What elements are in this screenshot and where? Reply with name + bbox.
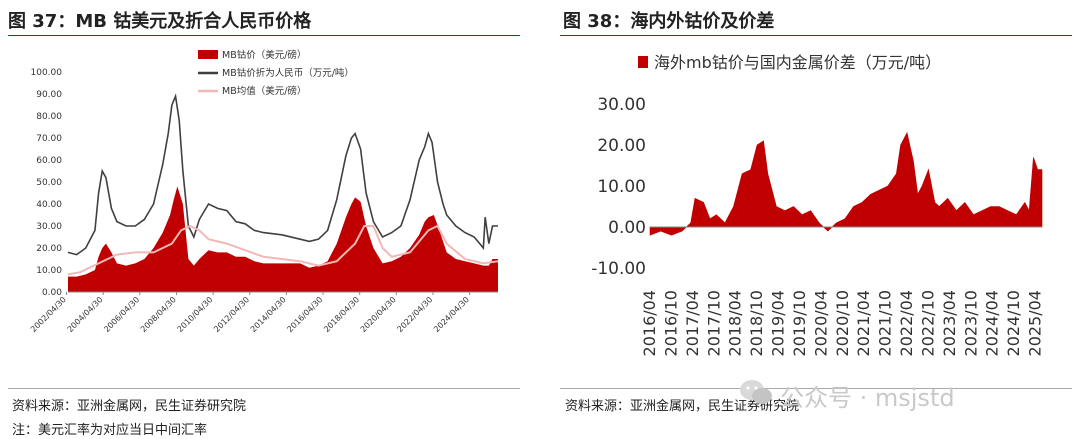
right-y-tick-label: -10.00 xyxy=(591,259,646,279)
left-x-tick-label: 2014/04/30 xyxy=(249,295,288,334)
right-x-tick-label: 2020/04 xyxy=(811,290,830,356)
right-x-tick-label: 2017/04 xyxy=(683,290,702,356)
left-x-tick-label: 2006/04/30 xyxy=(102,295,141,334)
left-x-tick-label: 2008/04/30 xyxy=(139,295,178,334)
left-y-tick-label: 10.00 xyxy=(36,266,62,276)
left-x-tick-label: 2004/04/30 xyxy=(66,295,105,334)
left-title-rule xyxy=(8,35,520,36)
left-series-area-mb-usd xyxy=(68,186,498,292)
left-x-tick-label: 2010/04/30 xyxy=(176,295,215,334)
left-legend-swatch xyxy=(198,50,218,59)
left-series-line-mb-avg xyxy=(67,224,499,276)
left-y-tick-label: 20.00 xyxy=(36,244,62,254)
left-y-tick-label: 70.00 xyxy=(36,134,62,144)
right-x-tick-label: 2016/10 xyxy=(661,290,680,356)
left-y-tick-label: 50.00 xyxy=(36,178,62,188)
left-legend-label: MB均值（美元/磅） xyxy=(222,85,306,97)
right-source: 资料来源：亚洲金属网，民生证券研究院 xyxy=(565,399,800,414)
left-y-tick-label: 0.00 xyxy=(42,288,62,298)
right-chart-title: 图 38：海内外钴价及价差 xyxy=(563,11,775,32)
right-x-tick-label: 2022/04 xyxy=(897,290,916,356)
left-series-line-mb-rmb xyxy=(67,93,498,256)
left-x-tick-label: 2018/04/30 xyxy=(322,295,361,334)
right-title-rule xyxy=(560,35,1072,36)
right-x-tick-label: 2020/10 xyxy=(833,290,852,356)
left-x-tick-label: 2020/04/30 xyxy=(359,295,398,334)
right-x-tick-label: 2023/04 xyxy=(940,290,959,356)
right-source-rule xyxy=(560,388,1072,389)
right-x-tick-label: 2017/10 xyxy=(704,290,723,356)
right-x-tick-label: 2019/04 xyxy=(769,290,788,356)
right-y-tick-label: 0.00 xyxy=(608,218,646,238)
left-y-tick-label: 80.00 xyxy=(36,112,62,122)
right-y-tick-label: 20.00 xyxy=(597,136,646,156)
right-series-spread-bars xyxy=(649,131,1043,236)
right-y-tick-label: 30.00 xyxy=(597,95,646,115)
watermark-text: 公众号 · msjstd xyxy=(780,384,955,412)
left-x-tick-label: 2024/04/30 xyxy=(432,295,471,334)
right-x-tick-label: 2018/10 xyxy=(747,290,766,356)
right-x-tick-label: 2024/10 xyxy=(1004,290,1023,356)
left-chart-title: 图 37：MB 钴美元及折合人民币价格 xyxy=(8,11,312,32)
right-legend-swatch xyxy=(638,56,648,68)
right-x-tick-label: 2018/04 xyxy=(726,290,745,356)
left-x-tick-label: 2002/04/30 xyxy=(29,295,68,334)
right-x-tick-label: 2019/10 xyxy=(790,290,809,356)
left-source-rule xyxy=(8,388,520,389)
wechat-icon xyxy=(740,380,772,404)
left-legend-label: MB钴价（美元/磅） xyxy=(222,49,306,61)
right-x-tick-label: 2025/04 xyxy=(1026,290,1045,356)
right-x-tick-label: 2022/10 xyxy=(918,290,937,356)
right-x-tick-label: 2024/04 xyxy=(983,290,1002,356)
left-y-tick-label: 40.00 xyxy=(36,200,62,210)
right-x-tick-label: 2023/10 xyxy=(961,290,980,356)
left-note: 注：美元汇率为对应当日中间汇率 xyxy=(12,423,208,438)
left-chart: 0.00 10.00 20.00 30.00 40.00 50.00 60.00 70.00 8… xyxy=(29,49,499,334)
left-y-tick-label: 90.00 xyxy=(36,90,62,100)
left-y-tick-label: 30.00 xyxy=(36,222,62,232)
left-y-tick-label: 100.00 xyxy=(31,68,63,78)
right-legend-label: 海外mb钴价与国内金属价差（万元/吨） xyxy=(654,53,941,72)
left-source: 资料来源：亚洲金属网，民生证券研究院 xyxy=(12,399,247,414)
left-x-tick-label: 2016/04/30 xyxy=(285,295,324,334)
right-x-tick-label: 2016/04 xyxy=(640,290,659,356)
right-x-tick-label: 2021/04 xyxy=(854,290,873,356)
left-x-tick-label: 2012/04/30 xyxy=(212,295,251,334)
right-x-tick-label: 2021/10 xyxy=(876,290,895,356)
left-y-tick-label: 60.00 xyxy=(36,156,62,166)
left-legend-label: MB钴价折为人民币（万元/吨） xyxy=(222,67,354,79)
left-x-tick-label: 2022/04/30 xyxy=(395,295,434,334)
right-y-tick-label: 10.00 xyxy=(597,177,646,197)
